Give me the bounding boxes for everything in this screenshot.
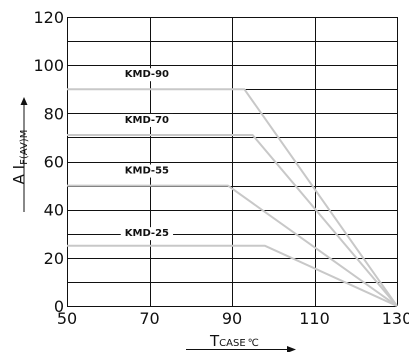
series-label-bg (120, 68, 174, 82)
y-tick-label: 120 (33, 8, 64, 27)
series-label-bg (120, 113, 174, 127)
x-tick-label: 110 (299, 309, 330, 328)
grid (67, 17, 398, 307)
series-line-kmd-90 (67, 88, 398, 307)
series-labels: KMD-90 KMD-70 KMD-55 KMD-25 (120, 68, 174, 241)
x-tick-label: 90 (222, 309, 242, 328)
y-tick-label: 80 (44, 104, 64, 123)
x-tick-label: 70 (139, 309, 159, 328)
y-axis-title-text: A IF(AV)M (10, 130, 30, 185)
y-tick-label: 20 (44, 249, 64, 268)
y-axis-arrow-head (20, 97, 28, 105)
series-line-kmd-25 (67, 244, 398, 307)
series-label-kmd-55: KMD-55 (125, 166, 169, 177)
x-axis-title-text: TCASE ℃ (209, 332, 259, 350)
y-tick-label: 100 (33, 56, 64, 75)
series-lines (67, 88, 398, 307)
series-line-kmd-55 (67, 184, 398, 307)
series-label-bg (120, 164, 174, 178)
series-label-bg (120, 227, 174, 241)
x-tick-label: 130 (382, 309, 409, 328)
y-tick-label: 60 (44, 153, 64, 172)
y-tick-label: 0 (54, 297, 64, 316)
x-axis-arrow-head (287, 346, 296, 352)
x-tick-label: 50 (57, 309, 77, 328)
y-axis-title: A IF(AV)M (10, 97, 30, 212)
series-label-kmd-70: KMD-70 (125, 115, 169, 126)
series-line-kmd-70 (67, 134, 398, 307)
y-tick-label: 40 (44, 201, 64, 220)
tick-labels: 0 20 40 60 80 100 120 50 70 90 110 130 (33, 8, 409, 328)
series-label-kmd-25: KMD-25 (125, 228, 169, 239)
series-label-kmd-90: KMD-90 (125, 69, 169, 80)
x-axis-title: TCASE ℃ (186, 332, 296, 352)
